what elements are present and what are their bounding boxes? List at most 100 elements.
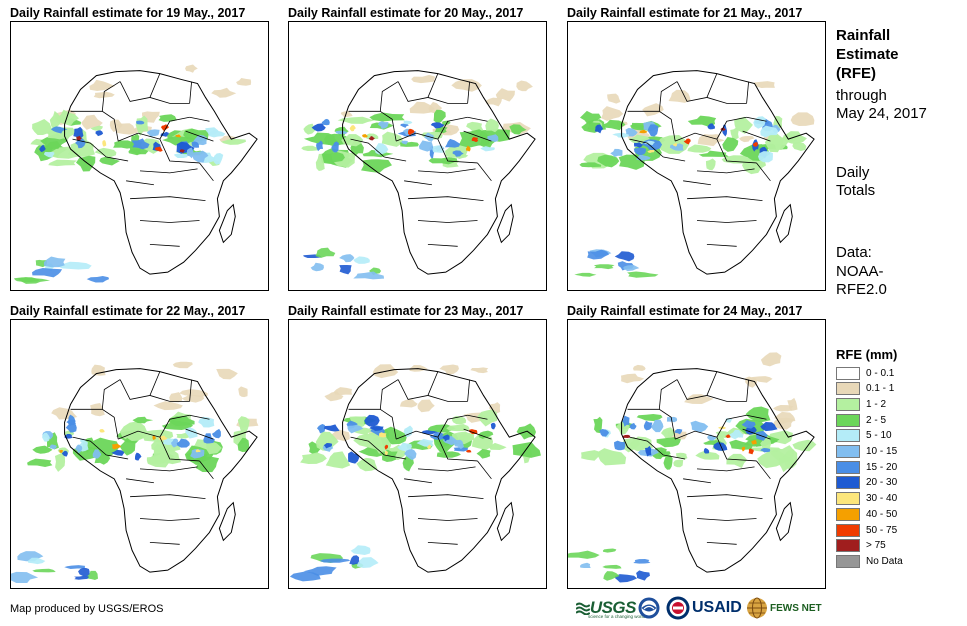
rainfall-area — [203, 433, 216, 444]
rainfall-area — [599, 428, 610, 437]
rainfall-area — [198, 416, 215, 428]
rainfall-area — [490, 422, 496, 430]
rainfall-area — [469, 429, 478, 435]
panel-title-5: Daily Rainfall estimate for 23 May., 201… — [288, 304, 524, 318]
rainfall-area — [650, 419, 664, 433]
country-border — [72, 436, 107, 456]
africa-outline — [342, 70, 536, 275]
rainfall-area — [61, 450, 68, 457]
country-border — [706, 73, 718, 98]
rainfall-area — [432, 145, 445, 153]
legend-label: 10 - 15 — [866, 446, 898, 457]
rainfall-area — [113, 140, 135, 149]
country-border — [742, 130, 771, 142]
rainfall-area — [356, 557, 379, 568]
rainfall-area — [369, 426, 384, 431]
country-border — [463, 428, 492, 440]
country-border — [477, 460, 492, 480]
rainfall-area — [111, 443, 122, 450]
rainfall-area — [175, 134, 181, 138]
africa-outline — [64, 70, 258, 275]
rainfall-area — [489, 402, 501, 415]
rainfall-area — [339, 264, 352, 275]
rainfall-area — [426, 444, 431, 450]
rainfall-area — [442, 120, 451, 126]
rainfall-area — [353, 256, 370, 264]
rainfall-area — [92, 449, 102, 459]
rainfall-area — [597, 154, 620, 168]
rainfall-area — [690, 420, 709, 433]
rainfall-area — [773, 404, 794, 412]
map-panel-4 — [10, 319, 269, 589]
rainfall-area — [614, 251, 635, 262]
legend-title: RFE (mm) — [836, 347, 898, 362]
rainfall-area — [65, 423, 77, 433]
rainfall-area — [673, 459, 684, 468]
rainfall-area — [32, 118, 52, 136]
country-border — [663, 156, 686, 162]
rainfall-map-3 — [574, 70, 815, 278]
rainfall-area — [751, 439, 757, 445]
rainfall-area — [400, 123, 409, 128]
rainfall-area — [152, 449, 182, 465]
panel-title-4: Daily Rainfall estimate for 22 May., 201… — [10, 304, 246, 318]
madagascar-outline — [775, 501, 793, 542]
country-border — [189, 379, 192, 402]
rainfall-area — [325, 451, 351, 469]
country-border — [696, 518, 757, 521]
rainfall-area — [308, 441, 322, 455]
country-border — [629, 138, 664, 158]
usaid-logo-text: USAID — [692, 599, 742, 616]
rainfall-area — [39, 144, 46, 153]
rainfall-area — [687, 115, 717, 128]
country-border — [696, 466, 755, 472]
rainfall-area — [153, 401, 183, 411]
rainfall-area — [760, 435, 772, 449]
rainfall-area — [109, 119, 123, 132]
country-border — [676, 81, 707, 102]
rainfall-area — [729, 439, 753, 450]
rainfall-area — [176, 432, 190, 439]
rainfall-area — [75, 444, 83, 454]
country-border — [101, 81, 121, 112]
rainfall-area — [453, 439, 464, 449]
rainfall-area — [633, 147, 646, 156]
rainfall-area — [27, 557, 46, 565]
legend-label: 40 - 50 — [866, 508, 898, 520]
through-date: May 24, 2017 — [836, 105, 927, 122]
rainfall-area — [364, 414, 380, 427]
rainfall-area — [397, 442, 412, 452]
rainfall-area — [629, 422, 637, 430]
country-border — [159, 414, 190, 438]
rainfall-area — [349, 555, 361, 565]
rainfall-area — [417, 399, 435, 413]
legend-swatch — [836, 523, 860, 537]
country-border — [658, 379, 678, 410]
country-border — [130, 494, 206, 500]
rainfall-area — [236, 77, 252, 86]
country-border — [675, 132, 717, 142]
rainfall-area — [32, 445, 53, 454]
rainfall-area — [356, 457, 378, 472]
rainfall-area — [597, 448, 627, 466]
legend-label: 30 - 40 — [866, 493, 898, 505]
rainfall-area — [418, 140, 433, 152]
rainfall-area — [378, 121, 389, 130]
rainfall-area — [509, 124, 527, 135]
rainfall-area — [369, 112, 405, 122]
rainfall-area — [185, 64, 198, 73]
rainfall-area — [350, 545, 371, 556]
africa-outline — [64, 368, 258, 573]
rainfall-area — [668, 89, 691, 103]
rainfall-area — [320, 151, 345, 164]
rainfall-area — [368, 136, 375, 141]
rainfall-area — [581, 450, 601, 461]
rainfall-area — [579, 562, 591, 568]
rainfall-area — [131, 138, 150, 150]
fews-globe-icon — [747, 597, 767, 619]
map-panel-6 — [567, 319, 826, 589]
rainfall-area — [50, 126, 68, 134]
country-border — [427, 395, 468, 402]
data-source-line-2: NOAA- — [836, 263, 884, 280]
rainfall-area — [54, 453, 66, 472]
